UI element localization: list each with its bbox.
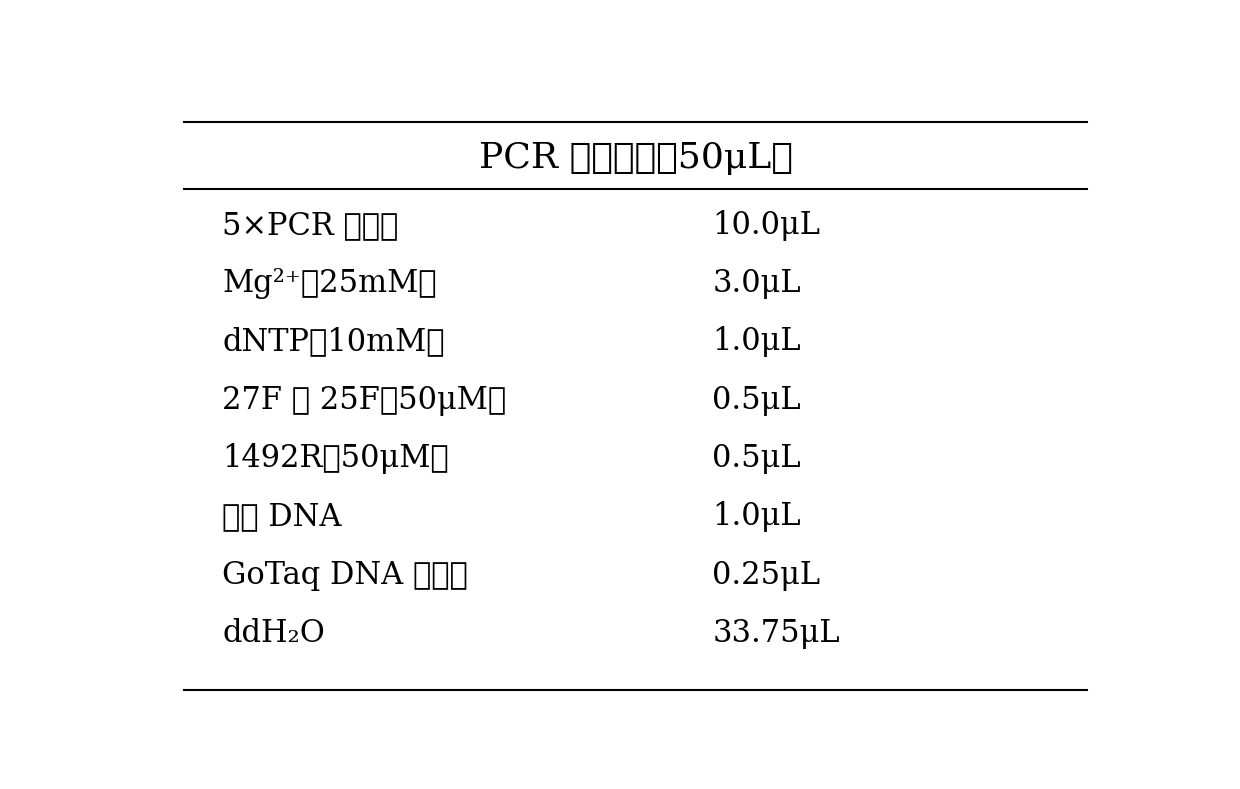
Text: 27F 或 25F（50μM）: 27F 或 25F（50μM）	[222, 385, 506, 416]
Text: 3.0μL: 3.0μL	[712, 268, 801, 299]
Text: 33.75μL: 33.75μL	[712, 618, 839, 649]
Text: PCR 反应体系（50μL）: PCR 反应体系（50μL）	[479, 141, 792, 175]
Text: GoTaq DNA 聚合酶: GoTaq DNA 聚合酶	[222, 559, 467, 591]
Text: 模板 DNA: 模板 DNA	[222, 502, 342, 533]
Text: 1.0μL: 1.0μL	[712, 502, 801, 533]
Text: 1492R（50μM）: 1492R（50μM）	[222, 443, 449, 474]
Text: ddH₂O: ddH₂O	[222, 618, 325, 649]
Text: 0.25μL: 0.25μL	[712, 559, 821, 591]
Text: 0.5μL: 0.5μL	[712, 385, 801, 416]
Text: 5×PCR 缓冲液: 5×PCR 缓冲液	[222, 210, 398, 241]
Text: dNTP（10mM）: dNTP（10mM）	[222, 327, 445, 357]
Text: 10.0μL: 10.0μL	[712, 210, 821, 241]
Text: Mg²⁺（25mM）: Mg²⁺（25mM）	[222, 268, 436, 299]
Text: 0.5μL: 0.5μL	[712, 443, 801, 474]
Text: 1.0μL: 1.0μL	[712, 327, 801, 357]
